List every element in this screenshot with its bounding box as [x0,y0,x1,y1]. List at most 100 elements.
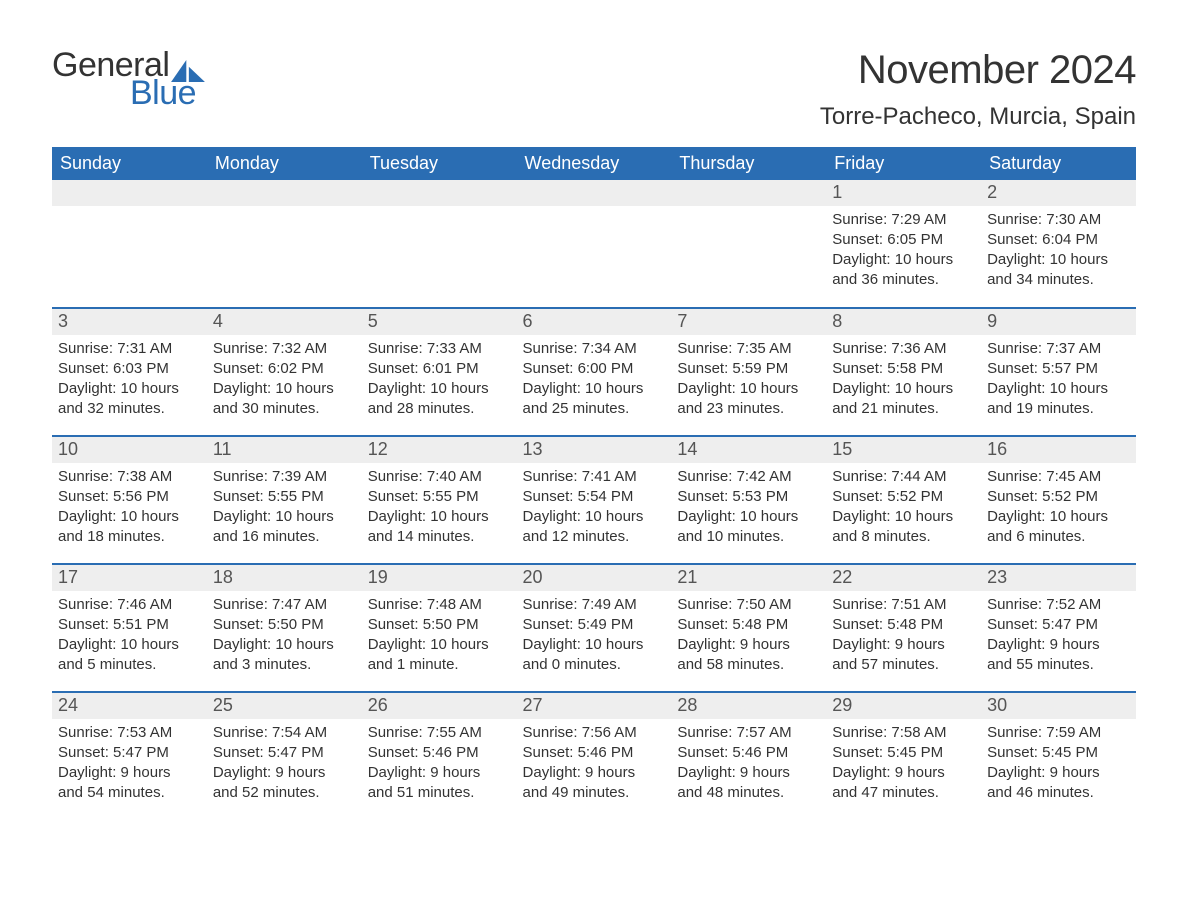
sunrise-text: Sunrise: 7:56 AM [523,723,666,743]
day-body: Sunrise: 7:39 AMSunset: 5:55 PMDaylight:… [207,463,362,550]
sunset-text: Sunset: 5:47 PM [213,743,356,763]
day-body: Sunrise: 7:47 AMSunset: 5:50 PMDaylight:… [207,591,362,678]
sunrise-text: Sunrise: 7:42 AM [677,467,820,487]
day-body: Sunrise: 7:31 AMSunset: 6:03 PMDaylight:… [52,335,207,422]
day-body: Sunrise: 7:53 AMSunset: 5:47 PMDaylight:… [52,719,207,806]
day-number: 26 [362,693,517,719]
sunrise-text: Sunrise: 7:29 AM [832,210,975,230]
daylight-text-2: and 46 minutes. [987,783,1130,803]
day-number: 4 [207,309,362,335]
day-body: Sunrise: 7:36 AMSunset: 5:58 PMDaylight:… [826,335,981,422]
sunset-text: Sunset: 5:46 PM [368,743,511,763]
day-cell: 26Sunrise: 7:55 AMSunset: 5:46 PMDayligh… [362,692,517,820]
daylight-text-1: Daylight: 10 hours [213,635,356,655]
day-cell: 2Sunrise: 7:30 AMSunset: 6:04 PMDaylight… [981,180,1136,308]
day-cell: 17Sunrise: 7:46 AMSunset: 5:51 PMDayligh… [52,564,207,692]
sunrise-text: Sunrise: 7:41 AM [523,467,666,487]
sunset-text: Sunset: 5:52 PM [987,487,1130,507]
sunset-text: Sunset: 5:45 PM [832,743,975,763]
day-cell: 1Sunrise: 7:29 AMSunset: 6:05 PMDaylight… [826,180,981,308]
day-number: 15 [826,437,981,463]
daylight-text-2: and 0 minutes. [523,655,666,675]
daylight-text-2: and 57 minutes. [832,655,975,675]
daylight-text-1: Daylight: 9 hours [832,635,975,655]
daylight-text-2: and 19 minutes. [987,399,1130,419]
day-number: 5 [362,309,517,335]
sunrise-text: Sunrise: 7:53 AM [58,723,201,743]
day-body: Sunrise: 7:54 AMSunset: 5:47 PMDaylight:… [207,719,362,806]
daylight-text-1: Daylight: 10 hours [58,507,201,527]
sunrise-text: Sunrise: 7:36 AM [832,339,975,359]
day-body: Sunrise: 7:56 AMSunset: 5:46 PMDaylight:… [517,719,672,806]
day-number: 27 [517,693,672,719]
calendar-header-row: Sunday Monday Tuesday Wednesday Thursday… [52,147,1136,180]
day-number: 23 [981,565,1136,591]
day-number: 20 [517,565,672,591]
sunrise-text: Sunrise: 7:31 AM [58,339,201,359]
sunset-text: Sunset: 6:00 PM [523,359,666,379]
day-body: Sunrise: 7:59 AMSunset: 5:45 PMDaylight:… [981,719,1136,806]
header-monday: Monday [207,147,362,180]
daylight-text-2: and 48 minutes. [677,783,820,803]
daylight-text-1: Daylight: 10 hours [677,507,820,527]
header-row: General Blue November 2024 Torre-Pacheco… [52,48,1136,143]
week-row: 17Sunrise: 7:46 AMSunset: 5:51 PMDayligh… [52,564,1136,692]
day-number-empty [517,180,672,206]
daylight-text-1: Daylight: 9 hours [368,763,511,783]
daylight-text-2: and 10 minutes. [677,527,820,547]
sunset-text: Sunset: 5:45 PM [987,743,1130,763]
daylight-text-2: and 36 minutes. [832,270,975,290]
sunset-text: Sunset: 6:01 PM [368,359,511,379]
week-row: 10Sunrise: 7:38 AMSunset: 5:56 PMDayligh… [52,436,1136,564]
daylight-text-2: and 16 minutes. [213,527,356,547]
daylight-text-1: Daylight: 10 hours [523,379,666,399]
sunrise-text: Sunrise: 7:35 AM [677,339,820,359]
sunrise-text: Sunrise: 7:38 AM [58,467,201,487]
day-cell: 13Sunrise: 7:41 AMSunset: 5:54 PMDayligh… [517,436,672,564]
sunrise-text: Sunrise: 7:51 AM [832,595,975,615]
day-number: 14 [671,437,826,463]
daylight-text-2: and 18 minutes. [58,527,201,547]
header-wednesday: Wednesday [517,147,672,180]
daylight-text-2: and 8 minutes. [832,527,975,547]
day-body: Sunrise: 7:45 AMSunset: 5:52 PMDaylight:… [981,463,1136,550]
daylight-text-2: and 49 minutes. [523,783,666,803]
day-number: 29 [826,693,981,719]
daylight-text-1: Daylight: 10 hours [832,250,975,270]
daylight-text-1: Daylight: 10 hours [523,635,666,655]
day-cell [362,180,517,308]
day-number: 28 [671,693,826,719]
day-number: 9 [981,309,1136,335]
day-number: 2 [981,180,1136,206]
header-thursday: Thursday [671,147,826,180]
day-number: 6 [517,309,672,335]
calendar-table: Sunday Monday Tuesday Wednesday Thursday… [52,147,1136,820]
sunrise-text: Sunrise: 7:59 AM [987,723,1130,743]
daylight-text-1: Daylight: 10 hours [58,635,201,655]
sunrise-text: Sunrise: 7:34 AM [523,339,666,359]
sunset-text: Sunset: 5:51 PM [58,615,201,635]
day-cell [671,180,826,308]
day-cell: 3Sunrise: 7:31 AMSunset: 6:03 PMDaylight… [52,308,207,436]
day-body: Sunrise: 7:38 AMSunset: 5:56 PMDaylight:… [52,463,207,550]
daylight-text-1: Daylight: 10 hours [987,250,1130,270]
header-saturday: Saturday [981,147,1136,180]
day-cell: 4Sunrise: 7:32 AMSunset: 6:02 PMDaylight… [207,308,362,436]
sunset-text: Sunset: 6:04 PM [987,230,1130,250]
day-body: Sunrise: 7:46 AMSunset: 5:51 PMDaylight:… [52,591,207,678]
day-cell: 12Sunrise: 7:40 AMSunset: 5:55 PMDayligh… [362,436,517,564]
daylight-text-2: and 1 minute. [368,655,511,675]
day-body: Sunrise: 7:42 AMSunset: 5:53 PMDaylight:… [671,463,826,550]
day-cell: 18Sunrise: 7:47 AMSunset: 5:50 PMDayligh… [207,564,362,692]
daylight-text-2: and 25 minutes. [523,399,666,419]
day-number: 22 [826,565,981,591]
day-number-empty [671,180,826,206]
day-cell: 24Sunrise: 7:53 AMSunset: 5:47 PMDayligh… [52,692,207,820]
sunset-text: Sunset: 5:53 PM [677,487,820,507]
day-cell: 20Sunrise: 7:49 AMSunset: 5:49 PMDayligh… [517,564,672,692]
daylight-text-1: Daylight: 9 hours [213,763,356,783]
day-number-empty [52,180,207,206]
day-body: Sunrise: 7:44 AMSunset: 5:52 PMDaylight:… [826,463,981,550]
day-cell: 28Sunrise: 7:57 AMSunset: 5:46 PMDayligh… [671,692,826,820]
day-number: 18 [207,565,362,591]
